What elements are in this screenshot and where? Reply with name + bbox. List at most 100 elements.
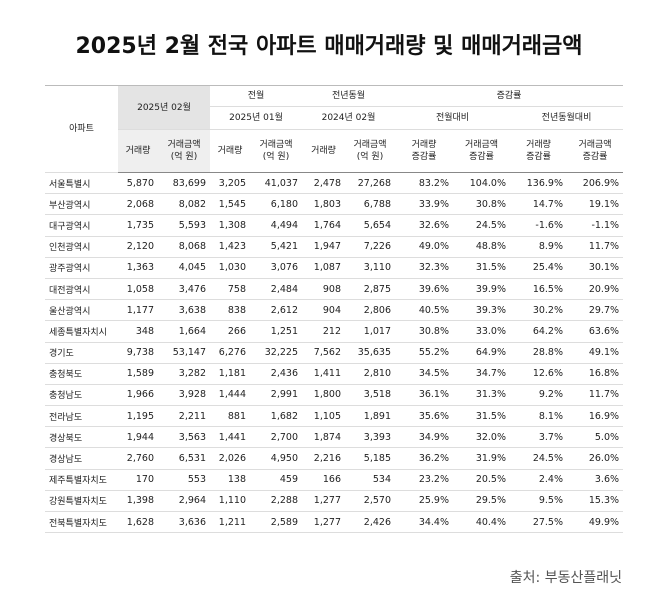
cell-text: 8.9% — [538, 241, 563, 253]
number-cell: 7,226 — [345, 236, 395, 258]
table-row: 전라남도 1,195 2,211 881 1,682 1,105 1,891 35.6% 31.… — [45, 405, 624, 428]
number-cell: 5,593 — [158, 214, 210, 237]
table-row: 강원특별자치도 1,398 2,964 1,110 2,288 1,277 2,570 25.… — [45, 490, 624, 513]
number-cell: 838 — [210, 299, 250, 322]
number-cell: 27,268 — [345, 172, 395, 195]
table-row: 제주특별자치도 170 553 138 459 166 534 23.2% 20.5% 2.4% 3… — [45, 469, 624, 491]
number-cell: 170 — [118, 469, 158, 491]
cell-text: 20.5% — [475, 474, 506, 486]
percent-cell: 16.9% — [567, 405, 624, 428]
cell-text: 12.6% — [532, 368, 563, 380]
percent-cell: 40.5% — [395, 299, 453, 322]
cell-text: 36.1% — [418, 389, 449, 401]
cell-text: 36.2% — [418, 453, 449, 465]
cell-text: 29.5% — [475, 495, 506, 507]
percent-cell: 39.9% — [453, 278, 510, 301]
region-cell: 경상남도 — [45, 447, 118, 470]
number-cell: 904 — [302, 299, 345, 322]
percent-cell: 16.5% — [510, 278, 567, 301]
number-cell: 8,082 — [158, 193, 210, 216]
header-cell: 아파트 — [45, 85, 118, 173]
percent-cell: 14.7% — [510, 193, 567, 216]
cell-text: 39.3% — [475, 304, 506, 316]
number-cell: 2,426 — [345, 511, 395, 534]
percent-cell: 3.6% — [567, 469, 624, 491]
cell-text: 20.9% — [588, 283, 620, 295]
cell-text: 32.3% — [418, 262, 449, 274]
percent-cell: 2.4% — [510, 469, 567, 491]
column-header: 거래금액 (억 원) — [250, 129, 302, 173]
number-cell: 2,216 — [302, 447, 345, 470]
number-cell: 1,181 — [210, 363, 250, 385]
percent-cell: 33.9% — [395, 193, 453, 216]
title: 2025년 2월 전국 아파트 매매거래량 및 매매거래금액 — [75, 34, 583, 59]
number-cell: 1,195 — [118, 405, 158, 428]
cell-text: 136.9% — [526, 177, 563, 189]
number-cell: 35,635 — [345, 342, 395, 364]
number-cell: 3,393 — [345, 426, 395, 449]
table-row: 울산광역시 1,177 3,638 838 2,612 904 2,806 40.5% 39.3… — [45, 299, 624, 322]
number-cell: 553 — [158, 469, 210, 491]
percent-cell: 30.1% — [567, 257, 624, 279]
region-cell: 서울특별시 — [45, 172, 118, 195]
percent-cell: 35.6% — [395, 405, 453, 428]
number-cell: 1,308 — [210, 214, 250, 237]
number-cell: 1,411 — [302, 363, 345, 385]
region-cell: 인천광역시 — [45, 236, 118, 258]
percent-cell: 30.8% — [453, 193, 510, 216]
number-cell: 3,076 — [250, 257, 302, 279]
percent-cell: 136.9% — [510, 172, 567, 195]
cell-text: 49.0% — [418, 241, 449, 253]
percent-cell: 36.1% — [395, 384, 453, 407]
cell-text: 16.9% — [588, 410, 620, 422]
number-cell: 3,563 — [158, 426, 210, 449]
number-cell: 1,017 — [345, 320, 395, 343]
number-cell: 1,664 — [158, 320, 210, 343]
region-cell: 광주광역시 — [45, 257, 118, 279]
number-cell: 1,177 — [118, 299, 158, 322]
number-cell: 1,628 — [118, 511, 158, 534]
percent-cell: 34.9% — [395, 426, 453, 449]
number-cell: 459 — [250, 469, 302, 491]
source: 출처: 부동산플래닛 — [509, 570, 622, 586]
number-cell: 212 — [302, 320, 345, 343]
number-cell: 2,570 — [345, 490, 395, 513]
cell-text: 31.5% — [475, 410, 506, 422]
number-cell: 1,803 — [302, 193, 345, 216]
number-cell: 1,966 — [118, 384, 158, 407]
number-cell: 5,870 — [118, 172, 158, 195]
percent-cell: 32.0% — [453, 426, 510, 449]
column-header: 거래량 — [118, 129, 158, 173]
region-cell: 전라남도 — [45, 405, 118, 428]
percent-cell: 25.4% — [510, 257, 567, 279]
number-cell: 1,589 — [118, 363, 158, 385]
cell-text: 64.2% — [532, 325, 563, 337]
number-cell: 908 — [302, 278, 345, 301]
number-cell: 1,944 — [118, 426, 158, 449]
percent-cell: 31.5% — [453, 257, 510, 279]
number-cell: 6,788 — [345, 193, 395, 216]
number-cell: 83,699 — [158, 172, 210, 195]
cell-text: 25.4% — [532, 262, 563, 274]
number-cell: 166 — [302, 469, 345, 491]
percent-cell: 11.7% — [567, 384, 624, 407]
table-row: 광주광역시 1,363 4,045 1,030 3,076 1,087 3,110 32.3%… — [45, 257, 624, 279]
cell-text: 30.1% — [588, 262, 620, 274]
table-row: 대전광역시 1,058 3,476 758 2,484 908 2,875 39.6% 39.9… — [45, 278, 624, 301]
cell-text: 49.1% — [588, 347, 620, 359]
number-cell: 2,120 — [118, 236, 158, 258]
percent-cell: 19.1% — [567, 193, 624, 216]
region-cell: 대구광역시 — [45, 214, 118, 237]
percent-cell: 49.1% — [567, 342, 624, 364]
number-cell: 1,058 — [118, 278, 158, 301]
number-cell: 41,037 — [250, 172, 302, 195]
cell-text: 64.9% — [475, 347, 506, 359]
percent-cell: 16.8% — [567, 363, 624, 385]
percent-cell: 31.9% — [453, 447, 510, 470]
column-header: 거래량 증감률 — [510, 129, 567, 173]
number-cell: 5,654 — [345, 214, 395, 237]
percent-cell: 20.9% — [567, 278, 624, 301]
percent-cell: 34.5% — [395, 363, 453, 385]
number-cell: 2,211 — [158, 405, 210, 428]
